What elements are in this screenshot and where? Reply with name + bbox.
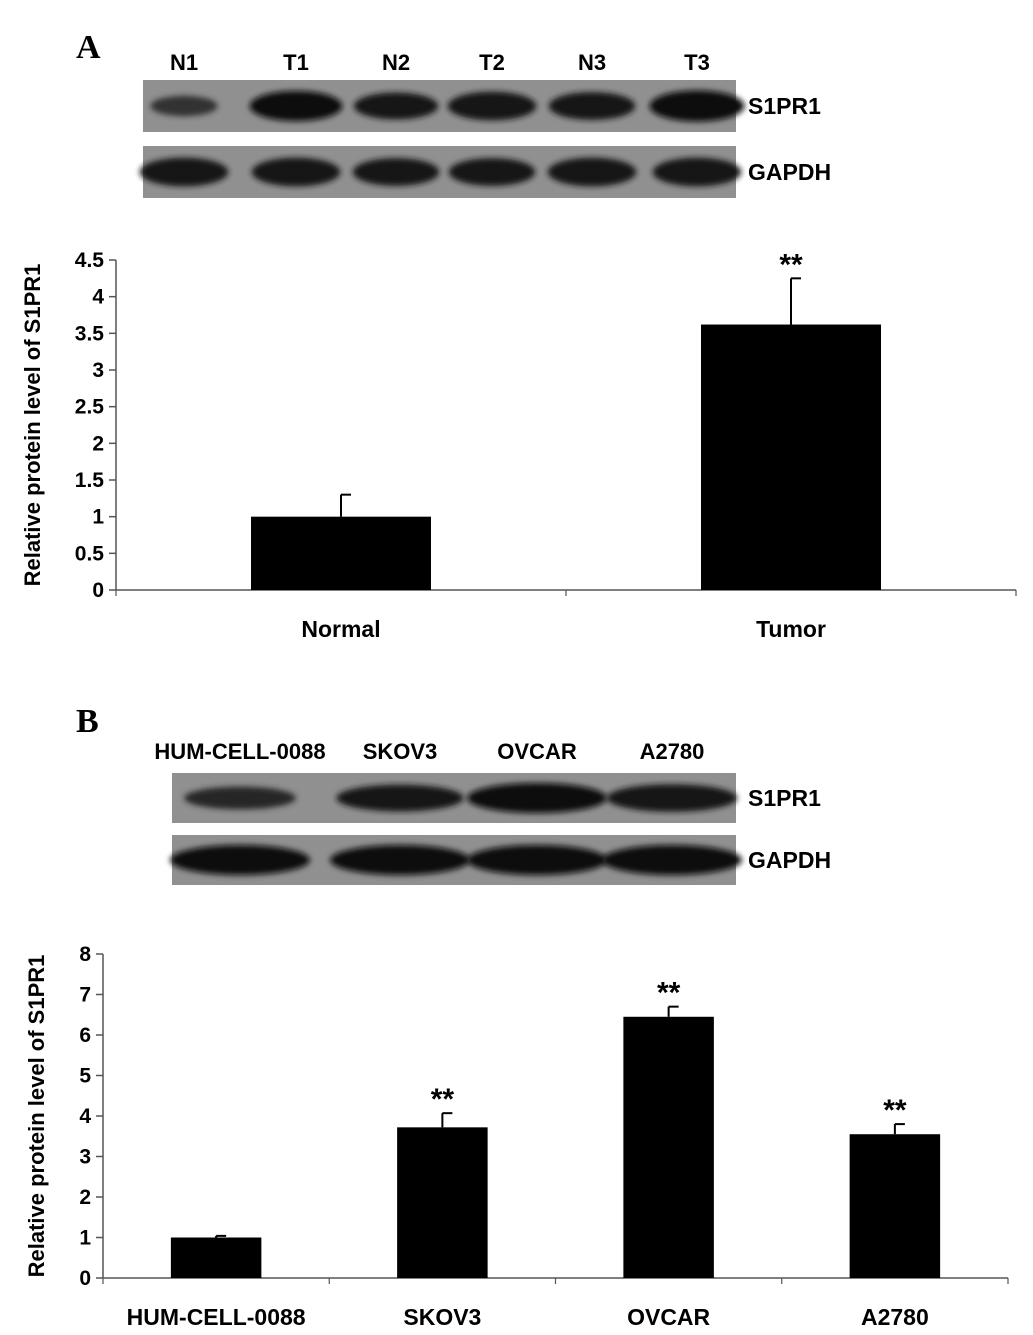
blot-band <box>467 845 607 875</box>
bar-chart-a: 0 0.5 1 1.5 2 2.5 3 3.5 4 4.5 Normal ** Tumor Relativ… <box>20 248 1017 642</box>
lane-label: T1 <box>283 50 309 75</box>
y-tick-label: 4 <box>92 286 104 309</box>
lane-label: N3 <box>578 50 606 75</box>
blot-band <box>353 92 439 120</box>
significance-marker: ** <box>657 977 681 1010</box>
blot-band <box>649 90 745 122</box>
blot-band <box>249 90 343 122</box>
panel-letter-b: B <box>76 703 99 740</box>
blot-band <box>547 157 637 187</box>
significance-marker: ** <box>431 1083 455 1116</box>
western-blot-b: HUM-CELL-0088 SKOV3 OVCAR A2780 S1PR1 GAPDH <box>154 739 831 885</box>
blot-band <box>336 784 464 812</box>
blot-band <box>606 784 738 812</box>
blot-band <box>251 157 341 187</box>
x-category-label: Normal <box>301 616 380 642</box>
bar <box>251 516 431 590</box>
blot-band <box>330 845 470 875</box>
y-tick-label: 4 <box>79 1105 91 1128</box>
blot-band <box>139 157 229 187</box>
y-tick-label: 1 <box>79 1227 91 1250</box>
y-tick-label: 8 <box>79 943 91 966</box>
x-category-label: OVCAR <box>627 1304 710 1330</box>
lane-label: N2 <box>382 50 410 75</box>
x-category-label: SKOV3 <box>403 1304 481 1330</box>
x-category-label: A2780 <box>861 1304 929 1330</box>
lane-label: T2 <box>479 50 505 75</box>
blot-row-label: GAPDH <box>748 847 831 873</box>
blot-strip <box>143 80 736 132</box>
lane-label: OVCAR <box>497 739 577 764</box>
lane-label: SKOV3 <box>363 739 438 764</box>
blot-band <box>447 91 537 121</box>
x-category-label: Tumor <box>756 616 826 642</box>
bar-chart-b: 0 1 2 3 4 5 6 7 8 HUM-CELL-0088 ** SKOV3 ** OVCAR ** A2… <box>24 943 1009 1330</box>
blot-row-label: S1PR1 <box>748 93 821 119</box>
bar <box>623 1016 714 1278</box>
bar <box>701 324 881 590</box>
blot-band <box>170 845 310 875</box>
blot-band <box>602 845 742 875</box>
significance-marker: ** <box>779 248 803 281</box>
blot-band <box>184 786 296 810</box>
y-tick-label: 0 <box>79 1267 91 1290</box>
y-tick-label: 0 <box>92 579 104 602</box>
y-tick-label: 4.5 <box>75 249 105 272</box>
bar <box>849 1134 941 1278</box>
lane-label: HUM-CELL-0088 <box>154 739 325 764</box>
bar <box>397 1127 488 1278</box>
blot-band <box>150 95 218 117</box>
y-tick-label: 7 <box>79 984 91 1007</box>
y-tick-label: 1.5 <box>75 469 105 492</box>
y-tick-label: 5 <box>79 1065 91 1088</box>
y-axis-title: Relative protein level of S1PR1 <box>20 264 45 587</box>
lane-label: A2780 <box>640 739 705 764</box>
y-tick-label: 3.5 <box>75 322 105 345</box>
blot-band <box>352 158 440 186</box>
y-tick-label: 0.5 <box>75 542 105 565</box>
lane-label: T3 <box>684 50 710 75</box>
x-category-label: HUM-CELL-0088 <box>127 1304 306 1330</box>
y-tick-label: 2 <box>79 1186 91 1209</box>
y-tick-label: 3 <box>79 1146 91 1169</box>
blot-row-label: S1PR1 <box>748 785 821 811</box>
y-tick-label: 6 <box>79 1024 91 1047</box>
y-tick-label: 3 <box>92 359 104 382</box>
y-axis-title: Relative protein level of S1PR1 <box>24 955 49 1278</box>
blot-strip <box>143 146 736 198</box>
bar <box>170 1237 262 1278</box>
panel-letter-a: A <box>76 29 101 66</box>
blot-band <box>467 783 607 813</box>
y-tick-label: 2 <box>92 432 104 455</box>
y-tick-label: 1 <box>92 506 104 529</box>
western-blot-a: N1 T1 N2 T2 N3 T3 S1PR1 GAPDH <box>139 50 831 198</box>
significance-marker: ** <box>883 1094 907 1127</box>
lane-label: N1 <box>170 50 198 75</box>
blot-band <box>448 158 536 186</box>
blot-row-label: GAPDH <box>748 159 831 185</box>
blot-band <box>652 157 742 187</box>
blot-band <box>548 92 636 120</box>
y-tick-label: 2.5 <box>75 396 105 419</box>
